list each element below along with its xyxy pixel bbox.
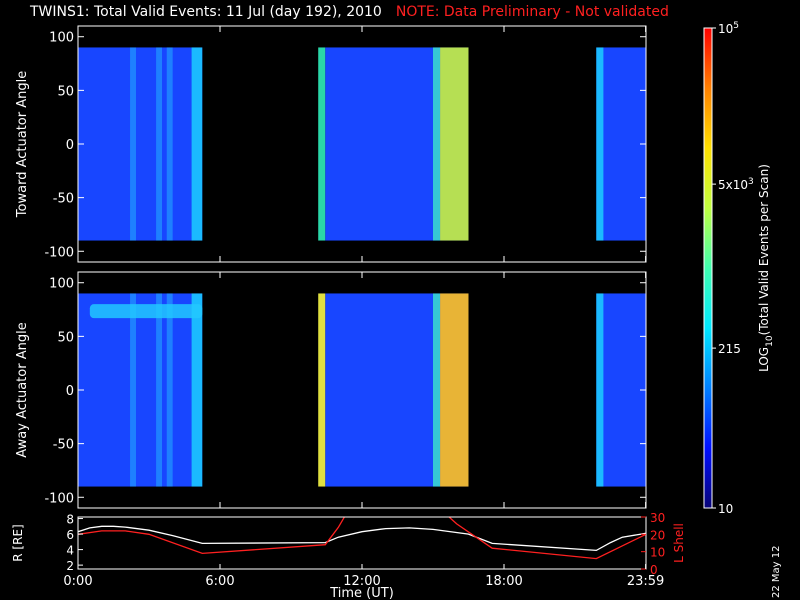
y-tick-label: 100 [49, 277, 74, 292]
colorbar-tick-label: 105 [718, 21, 739, 36]
y-tick-label: 0 [66, 138, 74, 153]
r-distance-line [78, 525, 646, 552]
data-segment [318, 47, 326, 241]
data-stripe [130, 293, 136, 487]
data-stripe [191, 47, 203, 241]
title-text: TWINS1: Total Valid Events: 11 Jul (day … [30, 4, 382, 20]
x-tick-label: 12:00 [343, 574, 380, 589]
right-y-tick-label: 20 [650, 528, 665, 542]
right-y-tick-label: 0 [650, 563, 658, 577]
panel-frame [77, 516, 647, 570]
right-y-tick-label: 30 [650, 511, 665, 525]
colorbar-tick-label: 5x103 [718, 177, 754, 192]
right-axis-label: L Shell [672, 523, 686, 563]
y-tick-label: 0 [66, 384, 74, 399]
colorbar: 10 215 5x103 105 LOG10(Total Valid Events pe… [703, 21, 775, 516]
y-tick-label: 6 [66, 528, 74, 542]
y-axis-label: Toward Actuator Angle [15, 71, 30, 218]
data-stripe [156, 47, 163, 241]
top-panel: 100 50 0 -50 -100 Toward Actuator Angle [15, 25, 647, 263]
y-tick-label: 8 [66, 513, 74, 527]
y-tick-label: 50 [57, 330, 74, 345]
colorbar-gradient [703, 27, 713, 509]
colorbar-tick-label: 215 [718, 342, 741, 356]
x-tick-label: 18:00 [485, 574, 522, 589]
y-tick-label: -100 [44, 245, 74, 260]
data-segment [78, 47, 203, 241]
x-axis-label: Time (UT) [329, 586, 394, 600]
preliminary-note: NOTE: Data Preliminary - Not validated [395, 4, 669, 20]
chart-title: TWINS1: Total Valid Events: 11 Jul (day … [30, 4, 669, 20]
data-segment [596, 293, 646, 487]
data-stripe [596, 293, 604, 487]
data-segment [78, 293, 203, 487]
colorbar-label: LOG10(Total Valid Events per Scan) [757, 164, 775, 372]
data-stripe [166, 293, 173, 487]
y-tick-label: 50 [57, 84, 74, 99]
y-tick-label: -50 [53, 192, 74, 207]
data-stripe [166, 47, 173, 241]
data-stripe [130, 47, 136, 241]
data-segment [318, 293, 326, 487]
l-shell-line [78, 517, 646, 560]
data-stripe [156, 293, 163, 487]
data-stripe [440, 47, 469, 241]
data-stripe [596, 47, 604, 241]
y-tick-label: 100 [49, 31, 74, 46]
colorbar-tick-label: 10 [718, 502, 733, 516]
bottom-panel: 100 50 0 -50 -100 Away Actuator Angle [15, 271, 647, 509]
data-stripe [440, 293, 469, 487]
data-segment [596, 47, 646, 241]
right-y-tick-label: 10 [650, 546, 665, 560]
y-tick-label: 4 [66, 544, 74, 558]
y-tick-label: 2 [66, 559, 74, 573]
x-tick-label: 23:59 [627, 574, 664, 589]
x-tick-label: 0:00 [63, 574, 92, 589]
left-axis-label: R [RE] [11, 524, 25, 561]
data-stripe [191, 293, 203, 487]
y-tick-label: -100 [44, 491, 74, 506]
y-axis-label: Away Actuator Angle [15, 322, 30, 457]
data-stripe [433, 47, 441, 241]
data-stripe [433, 293, 441, 487]
data-band [89, 304, 203, 319]
x-tick-label: 6:00 [205, 574, 234, 589]
orbit-panel: 24 68 0 10 20 30 0:00 6:00 12:00 18:00 23:59 Time (… [11, 511, 686, 600]
y-tick-label: -50 [53, 438, 74, 453]
